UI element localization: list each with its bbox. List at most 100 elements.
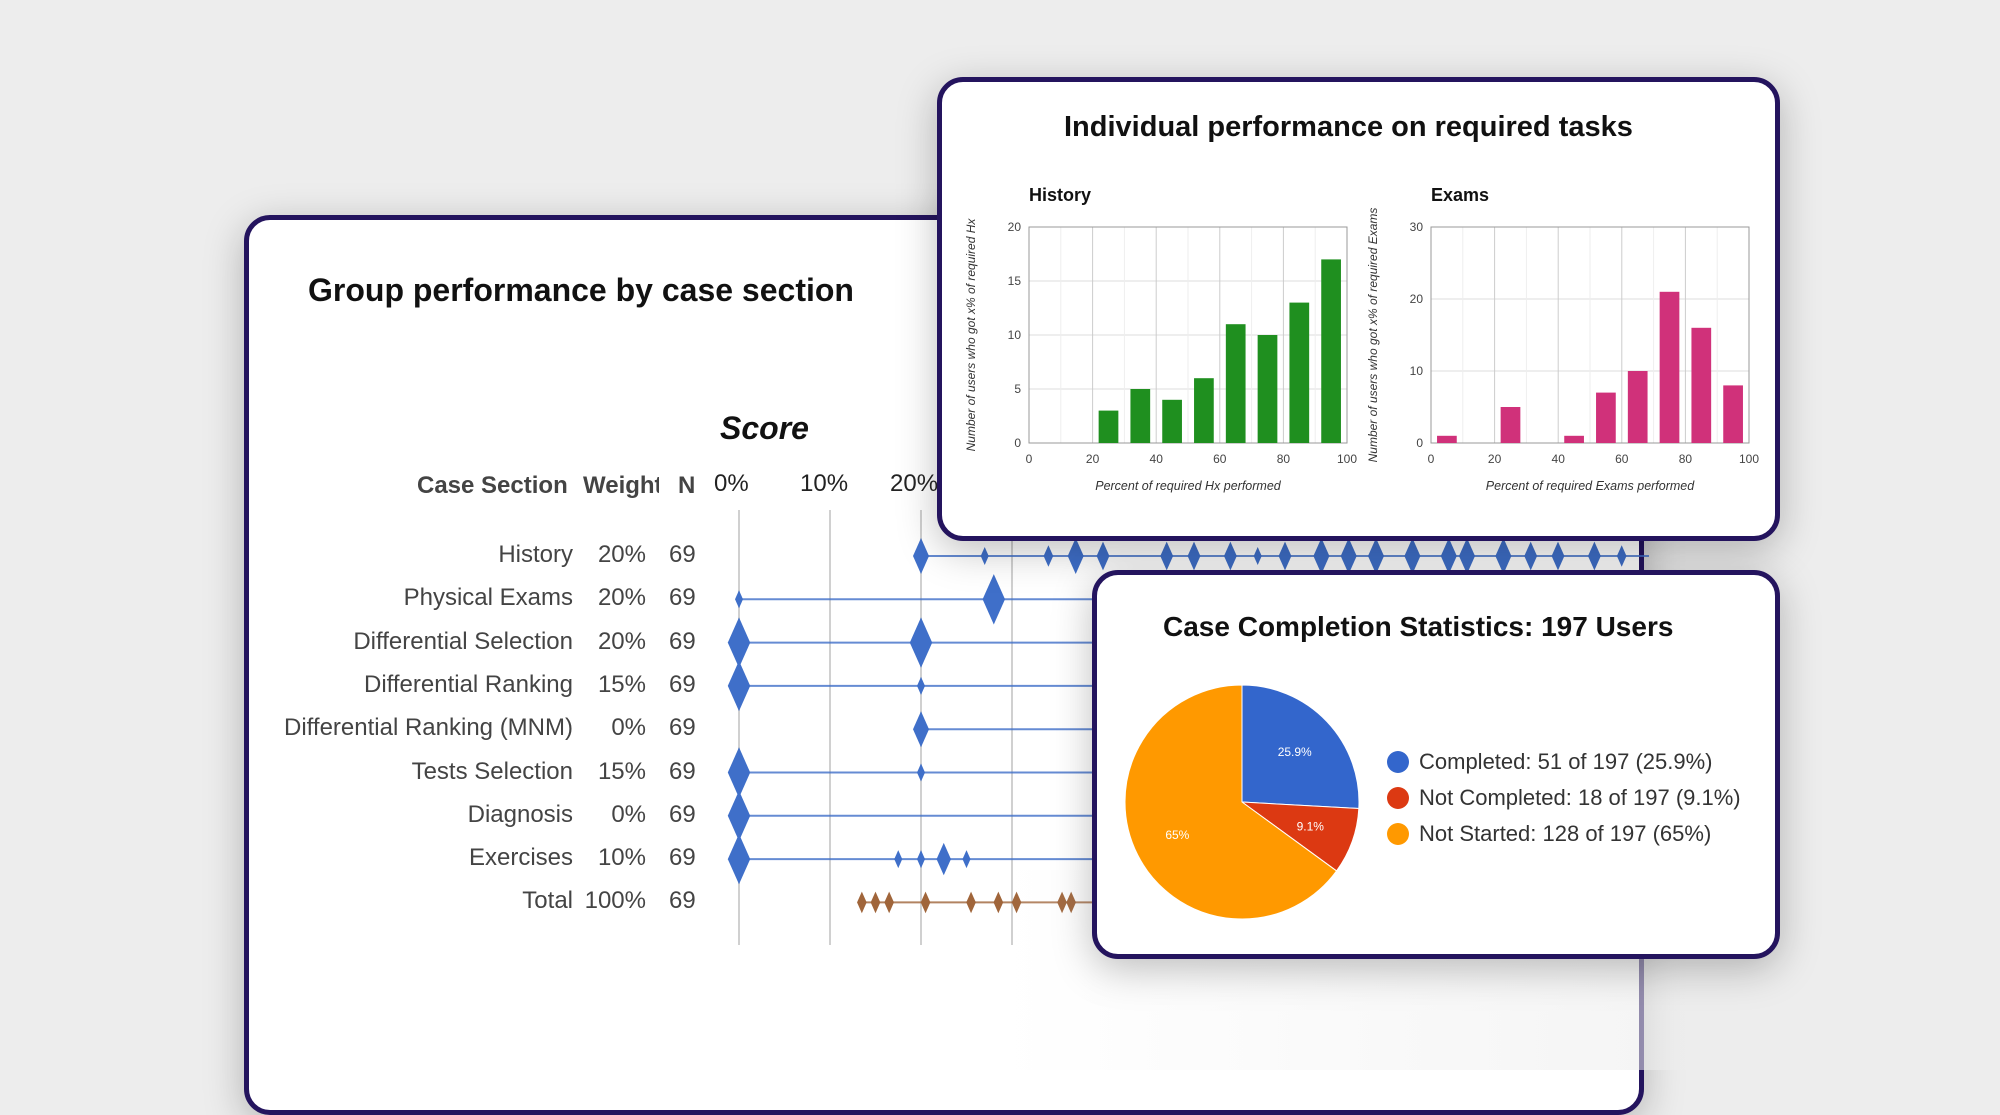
histogram-bar	[1500, 407, 1521, 443]
score-diamond	[1057, 891, 1067, 914]
score-diamond	[1096, 541, 1110, 571]
row-n: 69	[669, 627, 696, 655]
y-tick-label: 0	[1014, 436, 1021, 450]
row-weight: 0%	[611, 800, 646, 828]
score-diamond	[1253, 547, 1262, 565]
score-diamond	[1187, 541, 1201, 571]
row-weight: 20%	[597, 627, 646, 655]
score-diamond	[993, 891, 1004, 914]
histogram-title: Exams	[1431, 185, 1489, 205]
score-diamond	[1588, 541, 1601, 571]
score-diamond	[735, 590, 743, 609]
histogram-bar	[1098, 410, 1119, 443]
histogram-bar	[1659, 291, 1680, 443]
header-n: N	[678, 472, 696, 499]
x-tick-label: 100	[1739, 452, 1759, 466]
score-diamond	[1495, 538, 1512, 574]
x-tick-label: 60	[1213, 452, 1227, 466]
x-tick-label: 80	[1277, 452, 1291, 466]
row-weight: 20%	[597, 584, 646, 612]
score-diamond	[1340, 538, 1357, 574]
score-diamond	[727, 660, 751, 712]
score-diamond	[1160, 541, 1174, 571]
histogram-bar	[1723, 385, 1743, 443]
row-section-label: Differential Ranking (MNM)	[284, 714, 573, 742]
row-section-label: Exercises	[468, 844, 573, 872]
row-n: 69	[669, 584, 696, 612]
score-diamond	[1524, 541, 1538, 571]
histogram-bar	[1596, 392, 1616, 443]
x-tick-label: 100	[1337, 452, 1357, 466]
header-weight: Weight	[583, 472, 659, 499]
score-diamond	[1551, 541, 1565, 571]
legend-label: Not Started: 128 of 197 (65%)	[1419, 821, 1712, 846]
exams-histogram: Exams 0 10 20 30 0 20 40 60 80 100 Percent of requi…	[1366, 185, 1759, 493]
score-diamond	[727, 790, 751, 841]
row-section-label: Physical Exams	[403, 584, 573, 612]
x-axis-label: Percent of required Hx performed	[1095, 479, 1282, 493]
score-diamond	[1278, 541, 1292, 571]
pie-slice-label: 25.9%	[1278, 745, 1312, 759]
y-tick-label: 20	[1410, 292, 1424, 306]
x-tick-label: 0	[1026, 452, 1033, 466]
individual-title: Individual performance on required tasks	[1064, 111, 1633, 143]
score-diamond	[1224, 541, 1237, 571]
pie-legend-item: Completed: 51 of 197 (25.9%)	[1387, 749, 1713, 775]
plot-frame	[1028, 226, 1348, 444]
score-diamond	[1459, 538, 1475, 574]
history-histogram: History 0 5 10 15 20 0 20 40 60 80 100 Percent of re…	[964, 185, 1357, 493]
row-n: 69	[669, 844, 696, 872]
row-n: 69	[669, 670, 696, 698]
row-weight: 100%	[584, 887, 646, 915]
group-title: Group performance by case section	[308, 272, 854, 308]
pie-legend-item: Not Started: 128 of 197 (65%)	[1387, 821, 1711, 847]
score-diamond	[727, 833, 751, 885]
score-axis-tick: 10%	[800, 470, 849, 497]
score-diamond	[1440, 538, 1457, 574]
x-tick-label: 80	[1679, 452, 1693, 466]
score-axis-tick: 0%	[714, 470, 749, 497]
x-tick-label: 60	[1615, 452, 1629, 466]
pie-slice	[1241, 684, 1360, 810]
score-diamond	[857, 891, 867, 914]
score-axis-tick: 20%	[890, 470, 939, 497]
individual-performance-card	[937, 77, 1780, 541]
x-tick-label: 20	[1086, 452, 1100, 466]
row-weight: 10%	[597, 844, 646, 872]
y-tick-label: 20	[1008, 220, 1022, 234]
pie-slice	[1124, 684, 1338, 920]
plot-frame	[1430, 226, 1750, 444]
pie-title: Case Completion Statistics: 197 Users	[1163, 611, 1674, 642]
histogram-bar	[1289, 302, 1310, 443]
row-weight: 20%	[597, 541, 646, 568]
y-tick-label: 10	[1410, 364, 1424, 378]
histogram-bar	[1627, 371, 1648, 443]
score-diamond	[913, 711, 929, 748]
x-axis-label: Percent of required Exams performed	[1486, 479, 1695, 493]
score-diamond	[913, 538, 929, 574]
row-n: 69	[669, 800, 696, 828]
score-diamond	[894, 850, 903, 869]
row-section-label: Differential Ranking	[363, 670, 573, 698]
completion-pie-chart: 25.9% 9.1% 65%	[1124, 684, 1360, 920]
score-diamond	[1011, 891, 1022, 914]
score-diamond	[870, 891, 881, 914]
x-tick-label: 0	[1428, 452, 1435, 466]
score-diamond	[966, 891, 976, 914]
histogram-bar	[1257, 335, 1278, 443]
x-tick-label: 20	[1488, 452, 1502, 466]
y-axis-label: Number of users who got x% of required E…	[1366, 208, 1380, 463]
row-n: 69	[669, 887, 696, 915]
row-n: 69	[669, 757, 696, 785]
header-case-section: Case Section	[417, 472, 568, 499]
histogram-bar	[1564, 435, 1584, 443]
score-diamond	[917, 763, 925, 782]
score-diamond	[1067, 538, 1084, 574]
score-diamond	[1043, 545, 1054, 567]
score-diamond	[917, 850, 925, 869]
score-diamond	[1066, 891, 1076, 914]
histogram-bar	[1321, 259, 1341, 443]
row-section-label: History	[498, 541, 573, 568]
score-diamond	[936, 842, 951, 876]
row-weight: 0%	[611, 714, 646, 742]
